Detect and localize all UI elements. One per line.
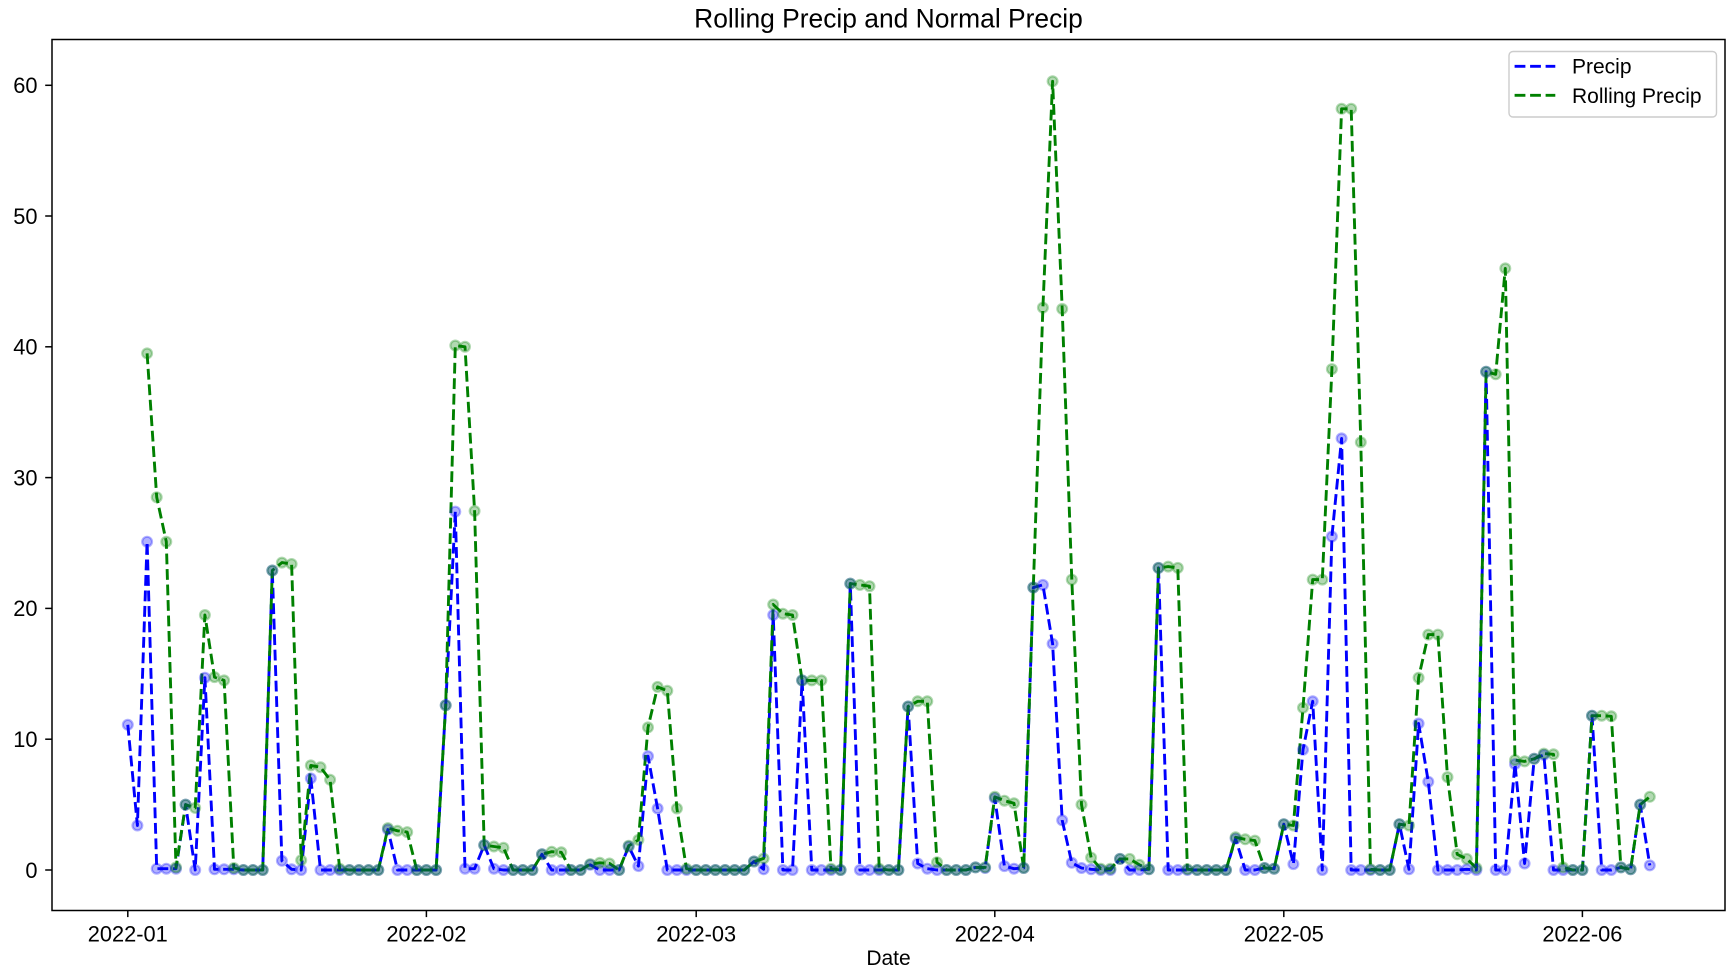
svg-text:2022-06: 2022-06 xyxy=(1542,921,1622,946)
svg-text:Date: Date xyxy=(866,947,910,970)
svg-text:0: 0 xyxy=(25,858,37,883)
svg-text:50: 50 xyxy=(13,204,37,229)
svg-text:40: 40 xyxy=(13,335,37,360)
svg-text:2022-04: 2022-04 xyxy=(955,921,1035,946)
svg-text:2022-01: 2022-01 xyxy=(88,921,168,946)
svg-text:2022-03: 2022-03 xyxy=(656,921,736,946)
svg-text:Rolling Precip: Rolling Precip xyxy=(1572,85,1702,108)
svg-text:2022-05: 2022-05 xyxy=(1244,921,1324,946)
svg-text:30: 30 xyxy=(13,465,37,490)
svg-text:10: 10 xyxy=(13,727,37,752)
svg-text:60: 60 xyxy=(13,73,37,98)
svg-text:20: 20 xyxy=(13,596,37,621)
svg-text:Precip: Precip xyxy=(1572,56,1632,79)
svg-text:Rolling Precip and Normal Prec: Rolling Precip and Normal Precip xyxy=(694,4,1083,34)
svg-text:2022-02: 2022-02 xyxy=(386,921,466,946)
